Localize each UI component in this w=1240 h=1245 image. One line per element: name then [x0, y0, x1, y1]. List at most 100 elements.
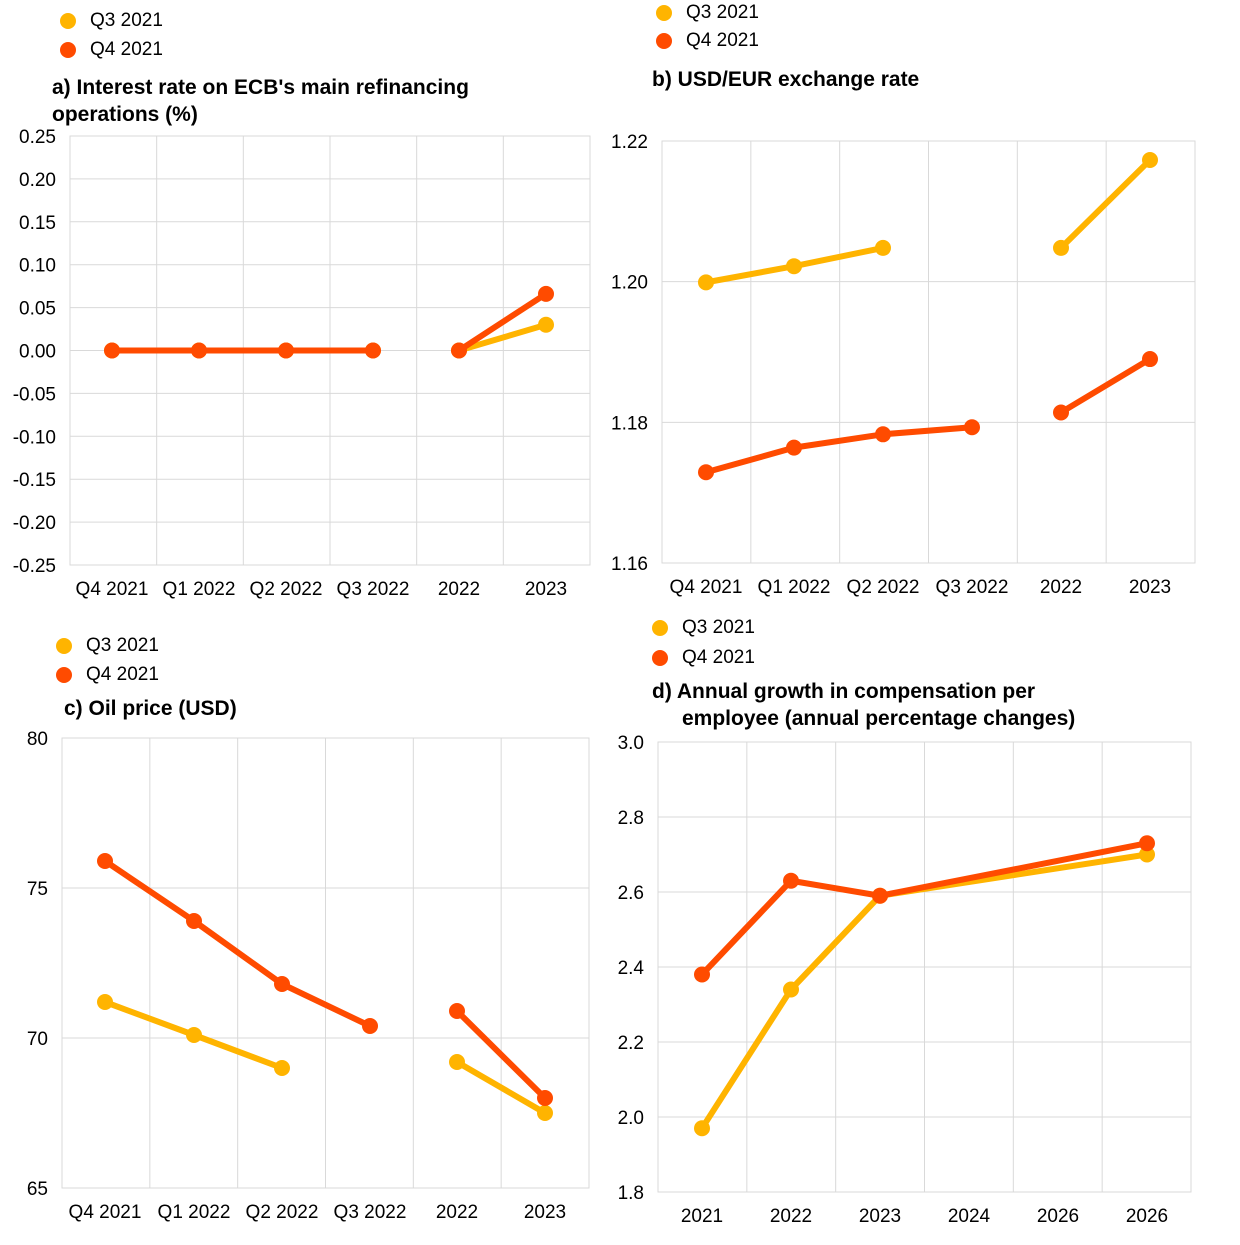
x-tick-label: 2023	[524, 1202, 566, 1223]
series-line	[699, 892, 883, 1132]
legend-label-q4: Q4 2021	[90, 39, 163, 60]
y-tick-label: -0.10	[13, 427, 56, 448]
x-tick-label: 2022	[436, 1202, 478, 1223]
y-tick-label: 1.22	[611, 132, 648, 153]
x-tick-label: 2022	[1040, 577, 1082, 598]
series-q3-2021	[97, 994, 553, 1121]
legend-marker-q3	[656, 5, 672, 21]
chart-title-d-line2: employee (annual percentage changes)	[682, 707, 1076, 730]
x-tick-label: Q2 2022	[250, 579, 323, 600]
y-tick-label: 0.15	[19, 213, 56, 234]
x-tick-label: Q3 2022	[936, 577, 1009, 598]
series-q4-2021	[694, 835, 1155, 983]
data-point	[186, 913, 202, 929]
chart-svg-c: 80 75 70 65 Q4 2021 Q1 2022 Q2 2022 Q3 2022 2022…	[27, 729, 590, 1223]
data-point	[698, 464, 714, 481]
legend-label-q4: Q4 2021	[686, 30, 759, 51]
y-tick-label: 1.8	[618, 1183, 644, 1204]
legend-marker-q3	[56, 638, 72, 654]
data-point	[451, 342, 467, 359]
data-point	[538, 285, 554, 302]
y-tick-label: 75	[27, 879, 48, 900]
data-point	[186, 1027, 202, 1043]
chart-svg-b: 1.22 1.20 1.18 1.16 Q4 2021 Q1 2022 Q2 2022 Q3 …	[611, 132, 1196, 598]
data-point	[694, 966, 710, 983]
legend-label-q3: Q3 2021	[682, 617, 755, 638]
data-point	[875, 239, 891, 256]
y-tick-label: 0.05	[19, 299, 56, 320]
series-q4-2021	[104, 285, 554, 359]
series-q4-2021	[97, 853, 553, 1106]
x-tick-label: 2023	[859, 1206, 901, 1227]
data-point	[365, 342, 381, 359]
y-tick-label: 2.2	[618, 1033, 644, 1054]
data-point	[1142, 151, 1158, 168]
y-tick-label: 0.00	[19, 342, 56, 363]
chart-title-c: c) Oil price (USD)	[64, 695, 237, 722]
x-tick-label: 2026	[1126, 1206, 1168, 1227]
chart-title-a-line2: operations (%)	[52, 103, 198, 126]
x-tick-label: Q4 2021	[76, 579, 149, 600]
legend-label-q3: Q3 2021	[86, 635, 159, 656]
data-point	[274, 976, 290, 992]
legend-item-q3: Q3 2021	[56, 635, 159, 657]
data-point	[191, 342, 207, 359]
y-tick-label: 3.0	[618, 733, 644, 754]
data-point	[278, 342, 294, 359]
series-line	[1058, 156, 1153, 251]
y-tick-label: 2.0	[618, 1108, 644, 1129]
data-point	[537, 1105, 553, 1121]
data-point	[1142, 351, 1158, 368]
legend-item-q3: Q3 2021	[60, 10, 163, 32]
data-point	[104, 342, 120, 359]
x-tick-label: 2022	[770, 1206, 812, 1227]
x-tick-label: Q3 2022	[334, 1202, 407, 1223]
data-point	[449, 1054, 465, 1070]
data-point	[97, 853, 113, 869]
x-tick-label: 2024	[948, 1206, 991, 1227]
data-point	[1139, 846, 1155, 863]
y-tick-label: 70	[27, 1029, 48, 1050]
legend-label-q3: Q3 2021	[686, 2, 759, 23]
data-point	[97, 994, 113, 1010]
series-q4-2021	[698, 351, 1158, 481]
y-tick-label: 2.4	[618, 958, 645, 979]
x-tick-label: Q4 2021	[670, 577, 743, 598]
series-line	[877, 840, 1150, 899]
y-tick-label: -0.25	[13, 556, 56, 577]
series-line	[456, 290, 549, 354]
data-point	[698, 274, 714, 291]
legend-item-q3: Q3 2021	[652, 617, 755, 639]
y-tick-label: -0.15	[13, 470, 56, 491]
legend-item-q4: Q4 2021	[56, 664, 159, 686]
legend-marker-q3	[652, 620, 668, 636]
chart-panel-a: Q3 2021 Q4 2021 a) Interest rate on ECB'…	[0, 0, 620, 615]
legend-item-q4: Q4 2021	[656, 30, 759, 52]
series-line	[102, 858, 373, 1029]
chart-title-c-line1: c) Oil price (USD)	[64, 697, 237, 720]
legend-marker-q3	[60, 13, 76, 29]
data-point	[964, 419, 980, 436]
y-tick-label: 1.18	[611, 413, 648, 434]
legend-item-q3: Q3 2021	[656, 2, 759, 24]
x-tick-label: 2022	[438, 579, 480, 600]
data-point	[786, 439, 802, 456]
y-tick-label: 0.20	[19, 170, 56, 191]
data-point	[538, 316, 554, 333]
data-point	[872, 887, 888, 904]
data-point	[786, 258, 802, 275]
data-point	[362, 1018, 378, 1034]
chart-title-b-line1: b) USD/EUR exchange rate	[652, 68, 920, 91]
x-tick-label: Q1 2022	[163, 579, 236, 600]
data-point	[449, 1003, 465, 1019]
legend-marker-q4	[60, 42, 76, 58]
x-tick-label: 2023	[525, 579, 567, 600]
x-tick-label: 2023	[1129, 577, 1171, 598]
chart-title-a-line1: a) Interest rate on ECB's main refinanci…	[52, 76, 469, 99]
chart-title-a: a) Interest rate on ECB's main refinanci…	[52, 74, 469, 128]
x-tick-label: Q1 2022	[158, 1202, 231, 1223]
x-tick-label: Q1 2022	[758, 577, 831, 598]
legend-marker-q4	[656, 33, 672, 49]
x-tick-label: Q3 2022	[337, 579, 410, 600]
